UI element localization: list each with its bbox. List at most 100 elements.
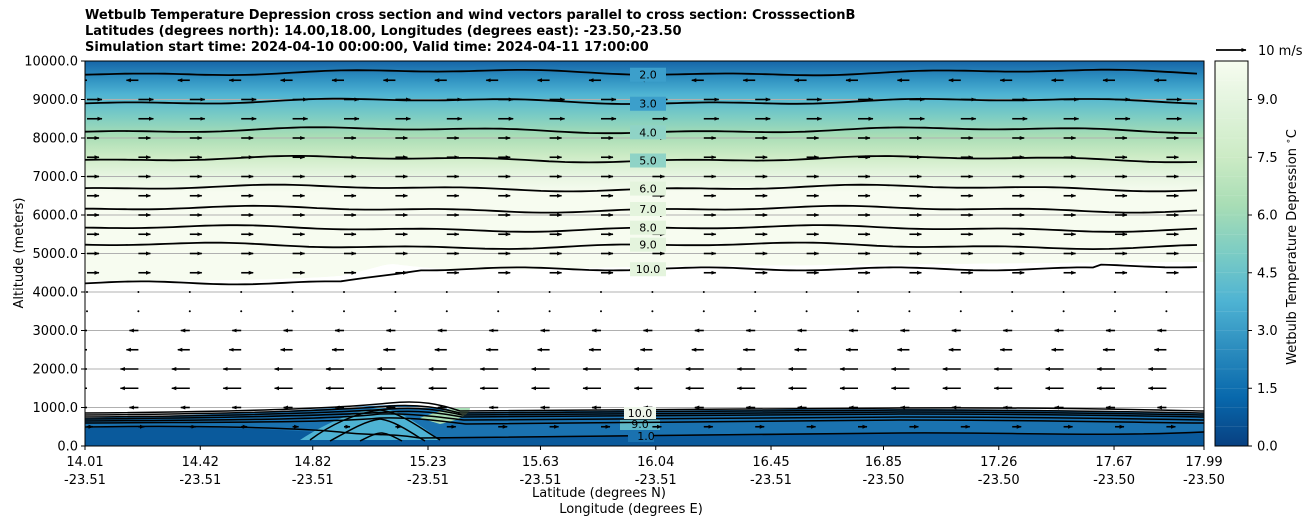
x-tick-label-lat: 16.45 (752, 455, 789, 470)
wind-vector (1165, 291, 1168, 293)
colorbar: 0.0 1.5 3.0 4.5 6.0 7.5 9.0 Wetbulb Temperatur… (1214, 60, 1300, 455)
x-axis-label-lon: Longitude (degrees E) (559, 502, 703, 517)
wind-vector (291, 291, 294, 293)
wind-vector (240, 291, 243, 293)
x-axis-label-lat: Latitude (degrees N) (532, 486, 666, 501)
wind-vector (86, 291, 88, 293)
wind-vector (137, 310, 140, 313)
contour-label: 5.0 (639, 154, 657, 167)
y-tick-label: 3000.0 (33, 324, 79, 339)
x-tick-label-lon: -23.50 (863, 473, 905, 488)
y-axis-label: Altitude (meters) (12, 198, 27, 309)
colorbar-tick-label: 1.5 (1257, 382, 1278, 397)
wind-vector (445, 310, 448, 313)
contour-label: 3.0 (639, 98, 657, 111)
colorbar-tick-label: 3.0 (1257, 324, 1278, 339)
filled-contour-upper (85, 61, 1204, 281)
wind-vector (1114, 310, 1116, 313)
colorbar-tick-label: 4.5 (1257, 266, 1278, 281)
x-tick-label-lon: -23.51 (635, 473, 677, 488)
plot-area (85, 61, 1204, 446)
surface-contour-labels: 10.0 9.0 1.0 (624, 407, 656, 443)
x-tick-label-lon: -23.51 (64, 473, 106, 488)
wind-vector (240, 310, 243, 313)
colorbar-tick-label: 0.0 (1257, 440, 1278, 455)
x-tick-label-lat: 14.82 (294, 455, 331, 470)
x-tick-label-lat: 15.63 (522, 455, 559, 470)
contour-label: 9.0 (639, 239, 657, 252)
wind-vector (754, 310, 757, 313)
wind-vector (548, 310, 551, 313)
y-tick-label: 5000.0 (33, 247, 79, 262)
wind-vector (857, 291, 859, 293)
filled-contour-surface-mid (620, 418, 660, 430)
y-axis: 0.0 1000.0 2000.0 3000.0 4000.0 5000.0 6000.0 7… (24, 55, 85, 455)
wind-key-label: 10 m/s (1258, 44, 1303, 59)
wind-vector (857, 310, 859, 313)
contour-label-bg (630, 220, 666, 235)
contour-label-bg (630, 153, 666, 168)
chart-title: Wetbulb Temperature Depression cross sec… (85, 8, 855, 56)
wind-vector (86, 310, 88, 313)
x-tick-label-lat: 14.01 (66, 455, 103, 470)
y-tick-label: 6000.0 (33, 209, 79, 224)
x-tick-label-lon: -23.50 (978, 473, 1020, 488)
contour-label-bg (630, 67, 666, 82)
wind-vector (343, 291, 345, 293)
x-tick-label-lon: -23.51 (292, 473, 334, 488)
colorbar-fill (1215, 61, 1248, 446)
wind-vector (394, 310, 397, 313)
x-tick-label-lat: 17.99 (1185, 455, 1222, 470)
contour-label-bg (630, 125, 666, 140)
filled-contour-white (85, 262, 1204, 418)
contour-label-bg (630, 202, 666, 217)
surface-label-9: 9.0 (631, 418, 649, 431)
contour-label: 8.0 (639, 222, 657, 235)
wind-vector (908, 310, 911, 313)
wind-vector (959, 310, 962, 313)
wind-vector (959, 291, 962, 293)
contour-label-bg (630, 96, 666, 111)
x-axis: 14.01 -23.51 14.42 -23.51 14.82 -23.51 15.23 -2… (64, 446, 1225, 488)
x-tick-label-lat: 16.85 (865, 455, 902, 470)
contour-label: 4.0 (639, 126, 657, 139)
wind-vector (754, 291, 757, 293)
y-tick-label: 2000.0 (33, 363, 79, 378)
contour-label: 10.0 (636, 263, 661, 276)
wind-vector (548, 291, 551, 293)
x-tick-label-lat: 17.67 (1095, 455, 1132, 470)
wind-vector (137, 291, 140, 293)
colorbar-ticks: 0.0 1.5 3.0 4.5 6.0 7.5 9.0 (1248, 93, 1278, 455)
surface-contours (85, 401, 1204, 442)
wind-vector (343, 310, 345, 313)
x-tick-label-lon: -23.50 (1093, 473, 1135, 488)
x-tick-label-lat: 16.04 (637, 455, 674, 470)
y-tick-label: 7000.0 (33, 170, 79, 185)
contour-label: 6.0 (639, 183, 657, 196)
x-tick-label-lat: 15.23 (409, 455, 446, 470)
contour-label: 7.0 (639, 203, 657, 216)
colorbar-frame (1214, 60, 1249, 447)
x-tick-label-lat: 17.26 (980, 455, 1017, 470)
contour-label-bg (630, 181, 666, 196)
contour-label: 2.0 (639, 69, 657, 82)
x-tick-label-lon: -23.51 (750, 473, 792, 488)
title-line-3: Simulation start time: 2024-04-10 00:00:… (85, 40, 649, 55)
wind-vector (805, 310, 808, 313)
wind-vector (1062, 310, 1065, 313)
wind-vector (651, 310, 654, 313)
x-tick-label-lon: -23.50 (1183, 473, 1225, 488)
colorbar-label: Wetbulb Temperature Depression ∘C (1284, 129, 1300, 365)
wind-vector (291, 310, 294, 313)
y-tick-label: 8000.0 (33, 132, 79, 147)
wind-vector (394, 291, 397, 293)
wind-key: 10 m/s (1216, 44, 1303, 59)
wind-vector (1062, 291, 1065, 293)
wind-vector (1011, 291, 1014, 293)
wind-vector (702, 291, 705, 293)
x-tick-label-lat: 14.42 (182, 455, 219, 470)
contour-label-bg (630, 262, 666, 277)
wind-vector (600, 310, 602, 313)
title-line-1: Wetbulb Temperature Depression cross sec… (85, 8, 856, 23)
